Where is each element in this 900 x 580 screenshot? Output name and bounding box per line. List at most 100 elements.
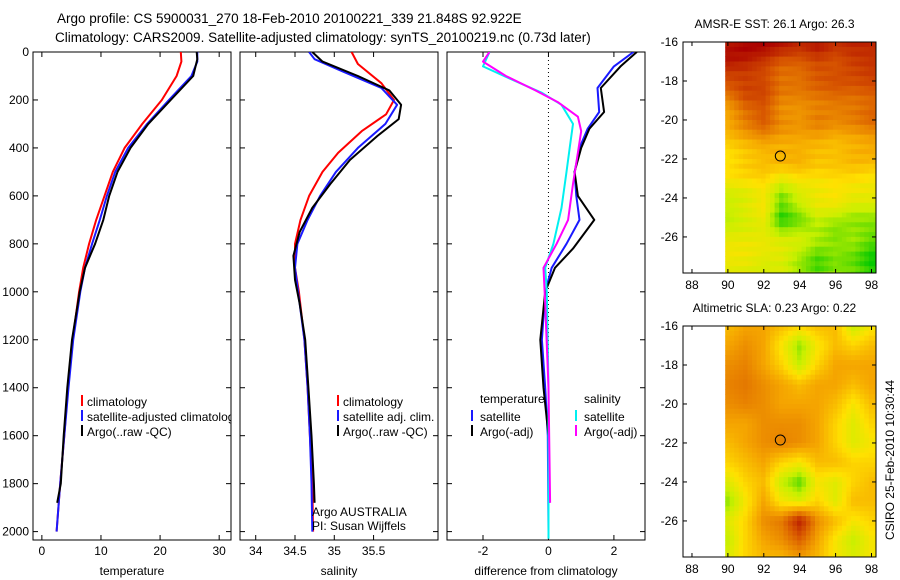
heatmap-cell xyxy=(752,516,757,522)
heatmap-cell xyxy=(747,159,753,165)
heatmap-cell xyxy=(837,345,843,351)
heatmap-cell xyxy=(819,365,825,371)
heatmap-cell xyxy=(729,256,735,262)
heatmap-cell xyxy=(868,379,874,385)
heatmap-cell xyxy=(797,540,802,546)
heatmap-cell xyxy=(855,134,861,140)
heatmap-cell xyxy=(855,256,861,262)
heatmap-cell xyxy=(850,394,856,400)
heatmap-cell xyxy=(797,261,802,267)
legend-header: temperature xyxy=(480,392,545,406)
heatmap-cell xyxy=(868,81,874,87)
heatmap-cell xyxy=(765,271,771,274)
heatmap-cell xyxy=(752,438,757,444)
heatmap-cell xyxy=(761,486,766,493)
heatmap-cell xyxy=(770,168,775,174)
heatmap-cell xyxy=(752,134,757,140)
heatmap-cell xyxy=(756,100,762,106)
heatmap-cell xyxy=(725,404,731,410)
heatmap-cell xyxy=(761,222,766,228)
heatmap-cell xyxy=(819,90,825,96)
heatmap-cell xyxy=(743,340,748,346)
heatmap-cell xyxy=(734,202,740,209)
heatmap-cell xyxy=(837,168,843,174)
heatmap-cell xyxy=(873,467,877,473)
heatmap-cell xyxy=(734,530,740,536)
heatmap-cell xyxy=(837,540,843,546)
heatmap-cell xyxy=(734,256,740,262)
heatmap-cell xyxy=(832,251,838,257)
heatmap-cell xyxy=(868,404,874,410)
heatmap-cell xyxy=(815,404,820,410)
heatmap-cell xyxy=(788,447,793,454)
heatmap-cell xyxy=(725,129,731,135)
heatmap-cell xyxy=(734,345,740,351)
heatmap-cell xyxy=(819,462,825,468)
heatmap-cell xyxy=(725,520,731,527)
heatmap-cell xyxy=(774,379,780,385)
heatmap-cell xyxy=(783,477,789,483)
heatmap-cell xyxy=(783,394,789,400)
heatmap-cell xyxy=(868,222,874,228)
heatmap-cell xyxy=(792,120,798,126)
heatmap-cell xyxy=(837,51,843,57)
heatmap-cell xyxy=(765,452,771,458)
heatmap-cell xyxy=(864,266,870,272)
heatmap-cell xyxy=(868,530,874,536)
heatmap-cell xyxy=(765,178,771,184)
heatmap-cell xyxy=(783,511,789,517)
heatmap-cell xyxy=(823,193,829,199)
heatmap-cell xyxy=(873,535,877,541)
heatmap-cell xyxy=(770,467,775,473)
heatmap-cell xyxy=(837,472,843,478)
heatmap-cell xyxy=(823,110,829,116)
heatmap-cell xyxy=(819,261,825,267)
lon-tick-label: 96 xyxy=(829,562,843,576)
heatmap-cell xyxy=(779,95,784,101)
heatmap-cell xyxy=(810,271,816,274)
y-tick-label: 0 xyxy=(22,45,29,59)
heatmap-cell xyxy=(823,516,829,522)
heatmap-cell xyxy=(797,335,802,341)
heatmap-cell xyxy=(850,134,856,140)
heatmap-cell xyxy=(806,163,811,170)
heatmap-cell xyxy=(770,423,775,429)
heatmap-cell xyxy=(774,178,780,184)
heatmap-cell xyxy=(815,389,820,395)
heatmap-cell xyxy=(752,433,757,439)
heatmap-cell xyxy=(832,95,838,101)
heatmap-cell xyxy=(864,374,870,380)
heatmap-cell xyxy=(864,555,870,558)
heatmap-cell xyxy=(819,95,825,101)
heatmap-cell xyxy=(774,335,780,341)
heatmap-cell xyxy=(868,486,874,493)
heatmap-cell xyxy=(774,491,780,497)
heatmap-cell xyxy=(797,129,802,135)
heatmap-cell xyxy=(841,124,847,131)
heatmap-cell xyxy=(725,163,731,170)
heatmap-cell xyxy=(756,159,762,165)
heatmap-cell xyxy=(761,134,766,140)
heatmap-cell xyxy=(738,467,744,473)
heatmap-cell xyxy=(774,399,780,405)
heatmap-cell xyxy=(743,159,748,165)
heatmap-cell xyxy=(770,540,775,546)
heatmap-cell xyxy=(752,271,757,274)
heatmap-cell xyxy=(828,530,834,536)
heatmap-cell xyxy=(864,124,870,131)
heatmap-cell xyxy=(806,217,811,223)
heatmap-cell xyxy=(806,227,811,233)
heatmap-cell xyxy=(725,408,731,415)
heatmap-cell xyxy=(841,163,847,170)
heatmap-cell xyxy=(725,423,731,429)
heatmap-cell xyxy=(738,56,744,62)
heatmap-cell xyxy=(855,511,861,517)
heatmap-cell xyxy=(837,355,843,361)
heatmap-cell xyxy=(774,374,780,380)
heatmap-cell xyxy=(747,232,753,238)
heatmap-cell xyxy=(850,139,856,145)
heatmap-cell xyxy=(837,81,843,87)
heatmap-cell xyxy=(801,443,807,449)
heatmap-cell xyxy=(743,486,748,493)
heatmap-cell xyxy=(797,550,802,556)
